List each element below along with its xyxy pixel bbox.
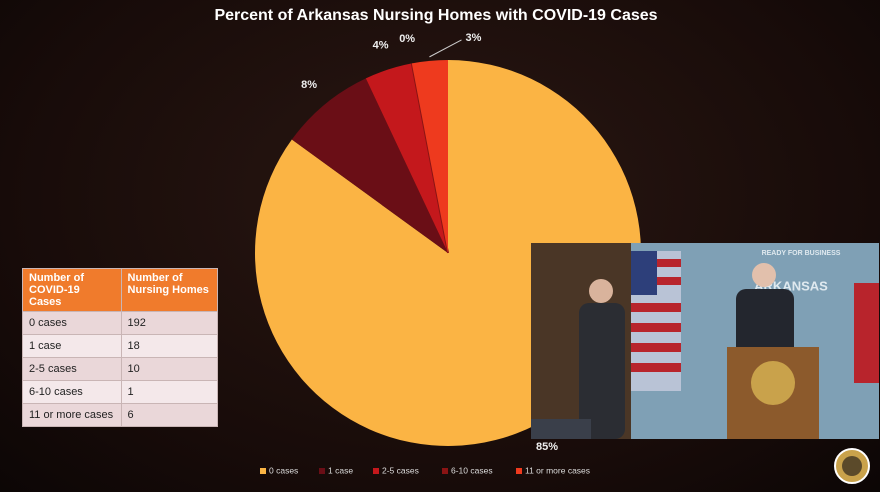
video-inset: ARKANSAS READY FOR BUSINESS (531, 243, 879, 439)
legend-swatch (319, 468, 325, 474)
table-cell: 1 (120, 380, 219, 404)
person (579, 303, 625, 439)
table-cell: 6 (120, 403, 219, 427)
table-row: 0 cases 192 (22, 311, 219, 335)
data-label: 85% (536, 441, 558, 453)
table-header: Number of COVID-19 Cases Number of Nursin… (22, 268, 219, 312)
legend-label: 0 cases (269, 465, 298, 475)
legend-label: 11 or more cases (525, 465, 590, 475)
table-cell: 18 (120, 334, 219, 358)
table-row: 6-10 cases 1 (22, 380, 219, 404)
legend-label: 2-5 cases (382, 465, 419, 475)
pie-slice (365, 63, 448, 253)
backdrop-text: READY FOR BUSINESS (762, 250, 841, 257)
seal-logo (834, 448, 870, 484)
table-cell: 2-5 cases (22, 357, 122, 381)
leader-line (429, 39, 462, 58)
table-cell: 10 (120, 357, 219, 381)
header-cell: Number of COVID-19 Cases (22, 268, 122, 312)
table-cell: 192 (120, 311, 219, 335)
table-row: 1 case 18 (22, 334, 219, 358)
foreground (531, 419, 591, 439)
table-row: 2-5 cases 10 (22, 357, 219, 381)
table-cell: 0 cases (22, 311, 122, 335)
data-table: Number of COVID-19 Cases Number of Nursin… (22, 268, 219, 427)
chart-title: Percent of Arkansas Nursing Homes with C… (214, 7, 657, 24)
table-row: 11 or more cases 6 (22, 403, 219, 427)
data-label: 4% (373, 40, 389, 52)
pie-slice (291, 78, 448, 253)
podium-seal (751, 361, 795, 405)
flag-stripes (631, 259, 681, 372)
legend-swatch (516, 468, 522, 474)
pie-slice (410, 63, 449, 254)
flag (854, 283, 879, 383)
table-cell: 6-10 cases (22, 380, 122, 404)
legend-swatch (442, 468, 448, 474)
data-label: 3% (466, 32, 482, 44)
person-head (589, 279, 613, 303)
person-head (752, 263, 776, 287)
flag-canton (631, 251, 657, 295)
pie-slice (411, 60, 448, 253)
header-cell: Number of Nursing Homes (120, 268, 219, 312)
data-label: 8% (301, 79, 317, 91)
table-cell: 11 or more cases (22, 403, 122, 427)
legend-swatch (373, 468, 379, 474)
legend-label: 6-10 cases (451, 465, 493, 475)
table-cell: 1 case (22, 334, 122, 358)
legend-swatch (260, 468, 266, 474)
data-label: 0% (399, 33, 415, 45)
legend-label: 1 case (328, 465, 353, 475)
